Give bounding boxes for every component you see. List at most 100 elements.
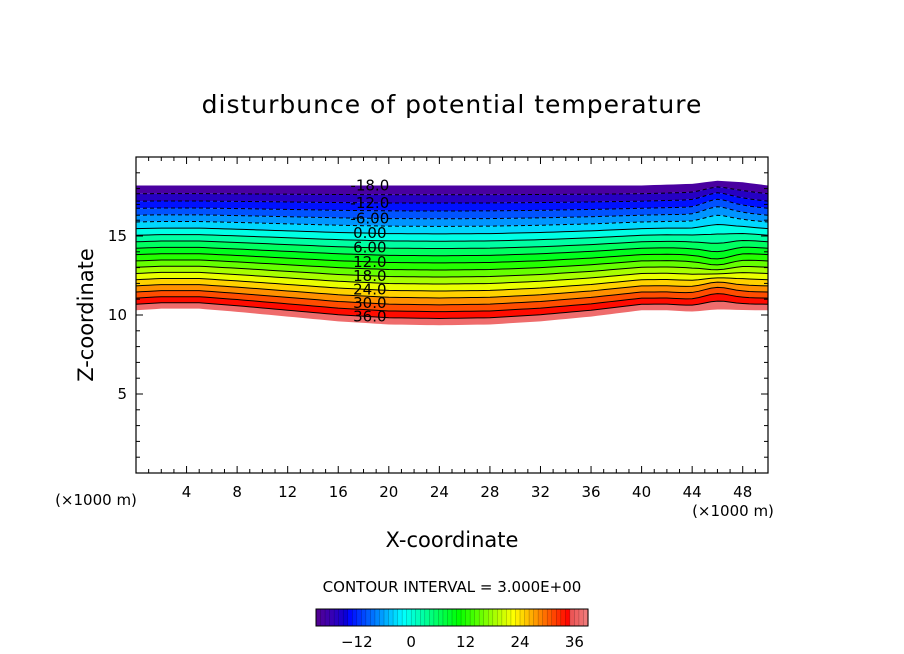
colorbar-segment	[356, 609, 362, 626]
contour-label: 0.00	[353, 224, 386, 242]
x-tick-label: 40	[632, 483, 651, 501]
x-tick-label: 24	[430, 483, 449, 501]
contour-label: 6.00	[353, 239, 386, 257]
contour-band	[136, 259, 768, 278]
contour-line-layer	[135, 186, 769, 319]
colorbar-segment	[583, 609, 589, 626]
colorbar-segment	[374, 609, 381, 626]
contour-band	[136, 247, 768, 263]
colorbar-segment	[424, 609, 430, 626]
colorbar-segment	[334, 609, 340, 626]
colorbar-segment	[556, 609, 562, 626]
colorbar-segment	[515, 609, 521, 626]
colorbar-segment	[347, 609, 353, 626]
z-tick-label: 10	[108, 306, 127, 324]
contour-label: 30.0	[353, 294, 386, 312]
x-axis-unit: (×1000 m)	[692, 502, 774, 520]
colorbar-segment	[501, 609, 507, 626]
colorbar-segment	[338, 609, 344, 626]
x-tick-label: 36	[581, 483, 600, 501]
colorbar-segment	[452, 609, 458, 626]
colorbar-segment	[397, 609, 403, 626]
contour-line	[135, 271, 769, 285]
z-axis-label: Z-coordinate	[74, 248, 98, 382]
colorbar-segment	[547, 609, 553, 626]
colorbar-segment	[492, 609, 498, 626]
contour-line	[135, 206, 769, 220]
z-tick-label: 15	[108, 227, 127, 245]
colorbar-segment	[560, 609, 566, 626]
contour-line	[135, 232, 769, 242]
colorbar-segment	[578, 609, 585, 626]
contour-band	[136, 253, 768, 271]
colorbar-segment	[506, 609, 512, 626]
contour-line	[135, 259, 769, 271]
x-tick-label: 48	[733, 483, 752, 501]
colorbar-segment	[406, 609, 412, 626]
contour-label: -6.00	[350, 209, 389, 227]
contour-line	[135, 186, 769, 196]
colorbar-segment	[442, 609, 449, 626]
colorbar-segment	[497, 609, 503, 626]
contour-band	[136, 301, 768, 326]
contour-band	[136, 272, 768, 292]
contour-line	[135, 253, 769, 264]
contour-label: -18.0	[350, 176, 389, 194]
colorbar-segment	[479, 609, 485, 626]
contour-label: 36.0	[353, 308, 386, 326]
chart-title: disturbunce of potential temperature	[202, 90, 703, 119]
colorbar-segment	[402, 609, 408, 626]
colorbar-segment	[542, 609, 548, 626]
colorbar-segment	[379, 609, 385, 626]
colorbar-segment	[510, 609, 517, 626]
colorbar-segment	[361, 609, 367, 626]
x-tick-label: 16	[329, 483, 348, 501]
contour-line	[135, 239, 769, 250]
colorbar-ticks: −12 0 12 24 36	[341, 633, 584, 651]
colorbar-segment	[520, 609, 526, 626]
z-axis-ticks: 5 10 15	[108, 172, 768, 458]
contour-band	[136, 215, 768, 234]
x-tick-label: 32	[531, 483, 550, 501]
colorbar-segment	[433, 609, 439, 626]
colorbar-segment	[325, 609, 331, 626]
colorbar-segment	[388, 609, 394, 626]
z-axis-unit: (×1000 m)	[55, 491, 137, 509]
colorbar-segment	[474, 609, 480, 626]
contour-band	[136, 180, 768, 195]
colorbar-segment	[461, 609, 467, 626]
colorbar-tick-label: 0	[406, 633, 416, 651]
colorbar-segment	[533, 609, 539, 626]
colorbar-segment	[465, 609, 471, 626]
colorbar-segment	[329, 609, 335, 626]
contour-label: 24.0	[353, 281, 386, 299]
colorbar-segment	[438, 609, 444, 626]
contour-label: 12.0	[353, 253, 386, 271]
x-tick-label: 4	[182, 483, 192, 501]
contour-line	[135, 293, 769, 313]
contour-band	[136, 266, 768, 285]
colorbar-segment	[352, 609, 358, 626]
x-tick-label: 44	[683, 483, 702, 501]
colorbar-segment	[565, 609, 571, 626]
x-tick-label: 28	[480, 483, 499, 501]
contour-fill-layer	[136, 180, 768, 326]
colorbar-segment	[524, 609, 530, 626]
colorbar-tick-label: 36	[565, 633, 584, 651]
colorbar-segment	[320, 609, 326, 626]
x-tick-label: 8	[232, 483, 242, 501]
x-tick-label: 12	[278, 483, 297, 501]
colorbar-segment	[447, 609, 453, 626]
contour-label: 18.0	[353, 267, 386, 285]
contour-band	[136, 192, 768, 212]
contour-band	[136, 206, 768, 227]
contour-line	[135, 223, 769, 235]
z-tick-label: 5	[117, 385, 127, 403]
colorbar-segment	[316, 609, 322, 626]
colorbar-segment	[574, 609, 580, 626]
colorbar-tick-label: −12	[341, 633, 373, 651]
colorbar-segment	[529, 609, 535, 626]
x-tick-label: 20	[379, 483, 398, 501]
colorbar-segment	[429, 609, 435, 626]
